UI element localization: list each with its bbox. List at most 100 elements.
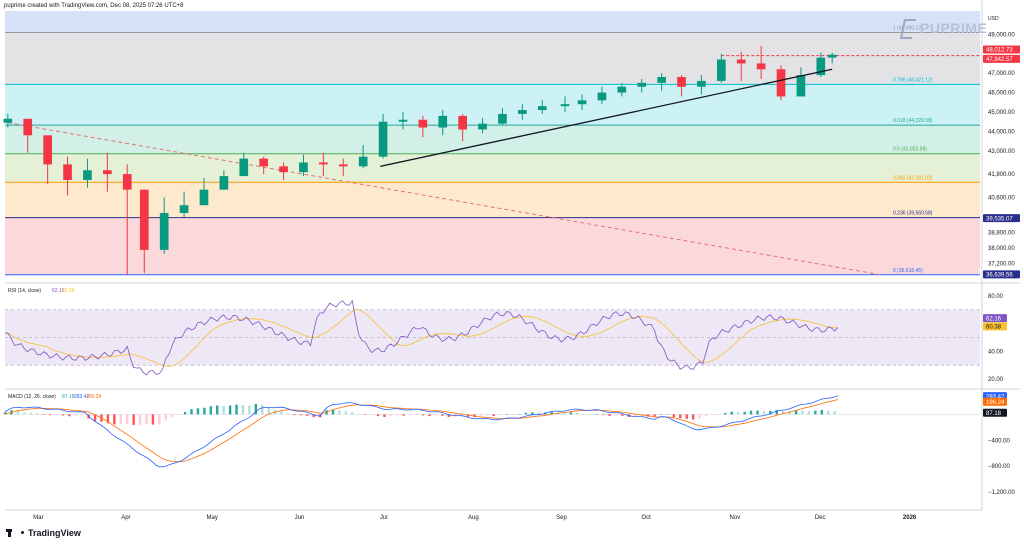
price-tick-label: 41,800.00: [988, 172, 1015, 178]
macd-histogram-bar: [672, 414, 676, 418]
fib-zone: [5, 84, 980, 126]
macd-histogram-bar: [550, 411, 553, 415]
price-badge: [983, 270, 1020, 279]
macd-histogram-bar: [691, 414, 695, 420]
candle-body: [83, 170, 92, 180]
chart-caption: puprime created with TradingView.com, De…: [4, 3, 184, 9]
tradingview-brand[interactable]: TradingView: [6, 528, 81, 538]
macd-badge: [983, 408, 1007, 417]
candle-body: [398, 119, 408, 122]
macd-histogram-bar: [61, 414, 65, 416]
macd-histogram-bar: [428, 414, 431, 417]
rsi-ma-value: 60.38: [62, 288, 75, 294]
candle-body: [378, 121, 388, 157]
macd-hist-value: 87.18: [62, 394, 75, 400]
macd-badge-label: 196.24: [986, 400, 1005, 406]
macd-histogram-bar: [338, 410, 341, 415]
candle-body: [677, 77, 686, 87]
candle-body: [756, 63, 766, 70]
macd-signal-value: 196.24: [86, 394, 102, 400]
macd-histogram-bar: [589, 414, 592, 415]
macd-histogram-bar: [466, 414, 470, 417]
puprime-watermark: PUPRIME: [900, 18, 987, 38]
candle-body: [597, 92, 607, 101]
time-tick-label: Apr: [121, 515, 130, 521]
macd-histogram-bar: [788, 411, 791, 415]
rsi-badge: [983, 314, 1007, 323]
macd-histogram-bar: [306, 414, 309, 416]
candle-body: [358, 156, 368, 167]
macd-badge-label: 87.18: [986, 411, 1002, 417]
macd-histogram-bar: [93, 414, 97, 422]
rsi-tick-label: 80.00: [988, 294, 1004, 300]
candle-body: [43, 135, 52, 165]
time-tick-label: 2026: [903, 515, 917, 521]
candle-body: [518, 110, 527, 114]
candle-body: [827, 54, 837, 58]
macd-histogram-bar: [203, 407, 206, 415]
candle-body: [458, 115, 467, 130]
macd-histogram-bar: [794, 410, 798, 415]
price-tick-label: 49,000.00: [988, 32, 1015, 38]
time-tick-label: Sep: [556, 515, 567, 521]
fib-level-label: 0.236 (39,560.58): [893, 211, 933, 217]
macd-histogram-bar: [80, 414, 84, 416]
time-tick-label: Jun: [295, 515, 305, 521]
price-tick-label: 47,000.00: [988, 71, 1015, 77]
candle-body: [438, 115, 448, 128]
price-badge: [983, 45, 1020, 54]
macd-histogram-bar: [23, 412, 26, 415]
time-tick-label: May: [207, 515, 218, 521]
macd-value: 283.42: [74, 394, 90, 400]
macd-tick-label: −400.00: [988, 438, 1011, 444]
macd-histogram-bar: [183, 411, 187, 415]
candle-body: [239, 158, 249, 177]
macd-histogram-bar: [138, 414, 142, 425]
macd-histogram-bar: [659, 414, 663, 415]
macd-histogram-bar: [730, 411, 733, 415]
macd-histogram-bar: [569, 412, 573, 415]
rsi-badge-label: 60.38: [986, 325, 1002, 331]
price-badge-label: 48,012.73: [986, 48, 1013, 54]
macd-histogram-bar: [486, 414, 489, 416]
rsi-title: RSI (14, close): [8, 288, 41, 294]
macd-histogram-bar: [518, 414, 521, 415]
macd-histogram-bar: [216, 405, 219, 415]
price-tick-label: 40,600.00: [988, 195, 1015, 201]
macd-histogram-bar: [196, 408, 200, 415]
macd-histogram-bar: [293, 414, 296, 416]
macd-histogram-bar: [151, 414, 155, 425]
macd-histogram-bar: [537, 412, 541, 415]
candle-body: [23, 118, 33, 136]
macd-histogram-bar: [254, 403, 258, 415]
macd-histogram-bar: [177, 414, 180, 415]
macd-histogram-bar: [704, 414, 708, 417]
currency-label: USD: [988, 16, 999, 22]
macd-histogram-bar: [595, 413, 598, 415]
candle-body: [736, 59, 746, 64]
macd-histogram-bar: [685, 414, 688, 419]
macd-histogram-bar: [762, 411, 766, 415]
macd-histogram-bar: [421, 414, 425, 416]
rsi-ma-line: [4, 308, 838, 367]
macd-histogram-bar: [113, 414, 116, 425]
candle-body: [259, 158, 269, 167]
macd-histogram-bar: [415, 414, 418, 415]
macd-histogram-bar: [434, 414, 438, 416]
macd-histogram-bar: [222, 406, 225, 415]
price-tick-label: 38,800.00: [988, 230, 1015, 236]
macd-histogram-bar: [769, 410, 772, 415]
price-badge: [983, 214, 1020, 223]
price-tick-label: 46,000.00: [988, 91, 1015, 97]
macd-histogram-bar: [299, 414, 303, 416]
candle-body: [179, 205, 189, 213]
rsi-tick-label: 20.00: [988, 377, 1004, 383]
macd-histogram-bar: [261, 404, 264, 415]
candle-body: [577, 100, 587, 105]
macd-histogram-bar: [576, 412, 579, 415]
time-tick-label: Nov: [730, 515, 741, 521]
macd-histogram-bar: [756, 410, 759, 415]
price-tick-label: 37,200.00: [988, 261, 1015, 267]
macd-histogram-bar: [357, 414, 360, 415]
